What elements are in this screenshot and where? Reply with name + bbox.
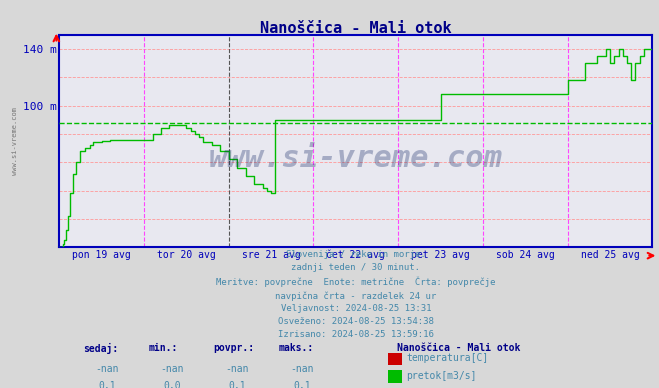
Text: -nan: -nan xyxy=(291,364,314,374)
Text: 0,1: 0,1 xyxy=(294,381,311,388)
Text: -nan: -nan xyxy=(160,364,184,374)
Bar xyxy=(389,371,401,383)
Text: pretok[m3/s]: pretok[m3/s] xyxy=(406,371,476,381)
Text: -nan: -nan xyxy=(95,364,119,374)
Text: -nan: -nan xyxy=(225,364,249,374)
Text: www.si-vreme.com: www.si-vreme.com xyxy=(12,107,18,175)
Text: 0,0: 0,0 xyxy=(163,381,181,388)
Text: Nanoščica - Mali otok: Nanoščica - Mali otok xyxy=(397,343,521,353)
Text: maks.:: maks.: xyxy=(279,343,314,353)
Text: temperatura[C]: temperatura[C] xyxy=(406,353,488,363)
Bar xyxy=(389,353,401,365)
Text: 0,1: 0,1 xyxy=(98,381,115,388)
Text: www.si-vreme.com: www.si-vreme.com xyxy=(209,144,503,173)
Text: Slovenija / reke in morje.
zadnji teden / 30 minut.
Meritve: povprečne  Enote: m: Slovenija / reke in morje. zadnji teden … xyxy=(216,250,496,339)
Text: povpr.:: povpr.: xyxy=(214,343,254,353)
Text: sedaj:: sedaj: xyxy=(83,343,118,354)
Text: min.:: min.: xyxy=(148,343,178,353)
Text: 0,1: 0,1 xyxy=(229,381,246,388)
Text: Nanoščica - Mali otok: Nanoščica - Mali otok xyxy=(260,21,451,36)
